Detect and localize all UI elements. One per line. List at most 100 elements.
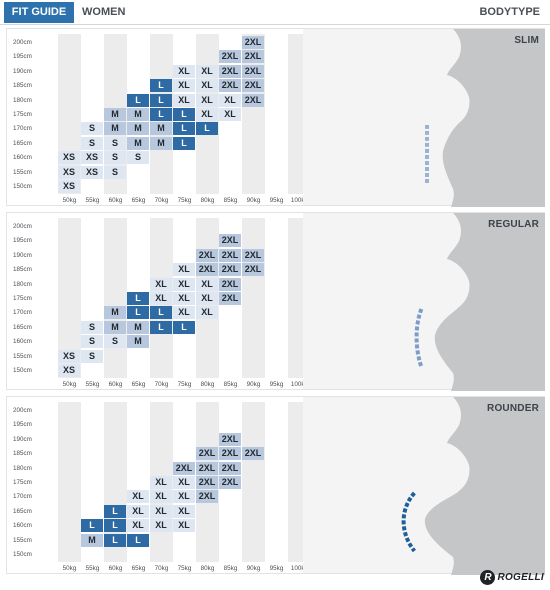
size-cell: XL (173, 519, 195, 533)
size-cell: XL (150, 277, 172, 291)
size-cell: XS (81, 165, 103, 179)
size-cell: 2XL (219, 248, 241, 262)
size-cell: M (127, 320, 149, 334)
size-cell: L (127, 292, 149, 305)
size-cell: M (104, 122, 126, 136)
column-band (104, 218, 127, 379)
size-cell: L (150, 79, 172, 93)
rogelli-logo-text: ROGELLI (497, 571, 544, 583)
size-cell: 2XL (173, 461, 195, 475)
height-label: 160cm (13, 154, 32, 162)
weight-label: 60kg (108, 565, 123, 573)
weight-label: 80kg (200, 197, 215, 205)
belly-curve-indicator (414, 308, 424, 368)
size-cell: 2XL (219, 79, 241, 93)
size-chart: 200cm 195cm 190cm 185cm 180cm 175cm 170cm 165cm… (7, 397, 311, 573)
weight-label: 55kg (85, 381, 100, 389)
bodytype-title: ROUNDER (487, 403, 539, 414)
size-cell: XL (196, 306, 218, 320)
size-cell: XL (196, 64, 218, 78)
size-cell: XL (196, 79, 218, 93)
size-cell: XS (58, 349, 80, 363)
height-label: 190cm (13, 251, 32, 259)
size-cell: L (173, 108, 195, 121)
size-cell: XL (150, 292, 172, 305)
size-cell: S (104, 151, 126, 165)
women-label: WOMEN (82, 6, 126, 18)
size-cell: 2XL (219, 263, 241, 277)
weight-label: 55kg (85, 197, 100, 205)
height-label: 195cm (13, 237, 32, 245)
weight-label: 50kg (62, 565, 77, 573)
size-cell: XL (127, 519, 149, 533)
size-cell: XL (173, 306, 195, 320)
weight-label: 60kg (108, 381, 123, 389)
size-cell: XL (173, 277, 195, 291)
belly-curve-indicator (401, 491, 417, 553)
weight-label: 95kg (269, 381, 284, 389)
size-cell: 2XL (196, 447, 218, 461)
size-cell: 2XL (196, 490, 218, 504)
header-divider (0, 24, 550, 25)
header: FIT GUIDE WOMEN BODYTYPE (0, 0, 550, 26)
height-label: 175cm (13, 111, 32, 118)
height-label: 200cm (13, 39, 32, 46)
size-cell: L (81, 519, 103, 533)
size-chart: 200cm 195cm 190cm 185cm 180cm 175cm 170cm 165cm… (7, 213, 311, 389)
column-band (242, 402, 265, 563)
weight-label: 85kg (223, 381, 238, 389)
size-cell: 2XL (219, 50, 241, 64)
height-label: 175cm (13, 479, 32, 486)
size-cell: XL (196, 292, 218, 305)
size-cell: 2XL (242, 50, 264, 64)
size-cell: S (104, 136, 126, 150)
height-label: 170cm (13, 125, 32, 133)
size-cell: S (81, 349, 103, 363)
weight-label: 70kg (154, 381, 169, 389)
weight-label: 65kg (131, 565, 146, 573)
height-label: 200cm (13, 407, 32, 414)
size-cell: 2XL (219, 432, 241, 446)
height-label: 195cm (13, 421, 32, 429)
size-cell: L (127, 533, 149, 547)
size-cell: 2XL (242, 263, 264, 277)
size-cell: L (196, 122, 218, 136)
height-label: 180cm (13, 96, 32, 104)
size-cell: 2XL (219, 64, 241, 78)
height-label: 190cm (13, 435, 32, 443)
size-cell: XL (173, 292, 195, 305)
body-shape (434, 213, 545, 391)
size-cell: M (127, 136, 149, 150)
height-label: 165cm (13, 323, 32, 331)
height-label: 200cm (13, 223, 32, 230)
size-cell: XL (150, 504, 172, 518)
fit-guide-tab[interactable]: FIT GUIDE (4, 2, 74, 23)
height-label: 155cm (13, 352, 32, 360)
height-label: 180cm (13, 280, 32, 288)
size-cell: 2XL (219, 277, 241, 291)
size-cell: L (150, 108, 172, 121)
size-cell: XL (173, 263, 195, 277)
size-cell: M (127, 122, 149, 136)
size-cell: XL (173, 79, 195, 93)
size-cell: XS (58, 364, 80, 377)
weight-label: 90kg (246, 565, 261, 573)
section-rounder: 200cm 195cm 190cm 185cm 180cm 175cm 170cm 165cm… (6, 396, 545, 575)
weight-label: 95kg (269, 565, 284, 573)
size-cell: XL (150, 476, 172, 489)
size-cell: L (127, 93, 149, 107)
size-cell: XL (173, 476, 195, 489)
height-label: 160cm (13, 522, 32, 530)
height-label: 185cm (13, 82, 32, 90)
size-cell: M (81, 533, 103, 547)
height-label: 190cm (13, 67, 32, 75)
section-regular: 200cm 195cm 190cm 185cm 180cm 175cm 170cm 165cm… (6, 212, 545, 391)
bodytype-panel: ROUNDER (303, 397, 545, 575)
weight-label: 70kg (154, 197, 169, 205)
weight-label: 50kg (62, 381, 77, 389)
height-label: 150cm (13, 183, 32, 190)
size-cell: S (104, 335, 126, 349)
height-label: 150cm (13, 367, 32, 374)
bodytype-title: REGULAR (488, 219, 539, 230)
weight-label: 80kg (200, 381, 215, 389)
